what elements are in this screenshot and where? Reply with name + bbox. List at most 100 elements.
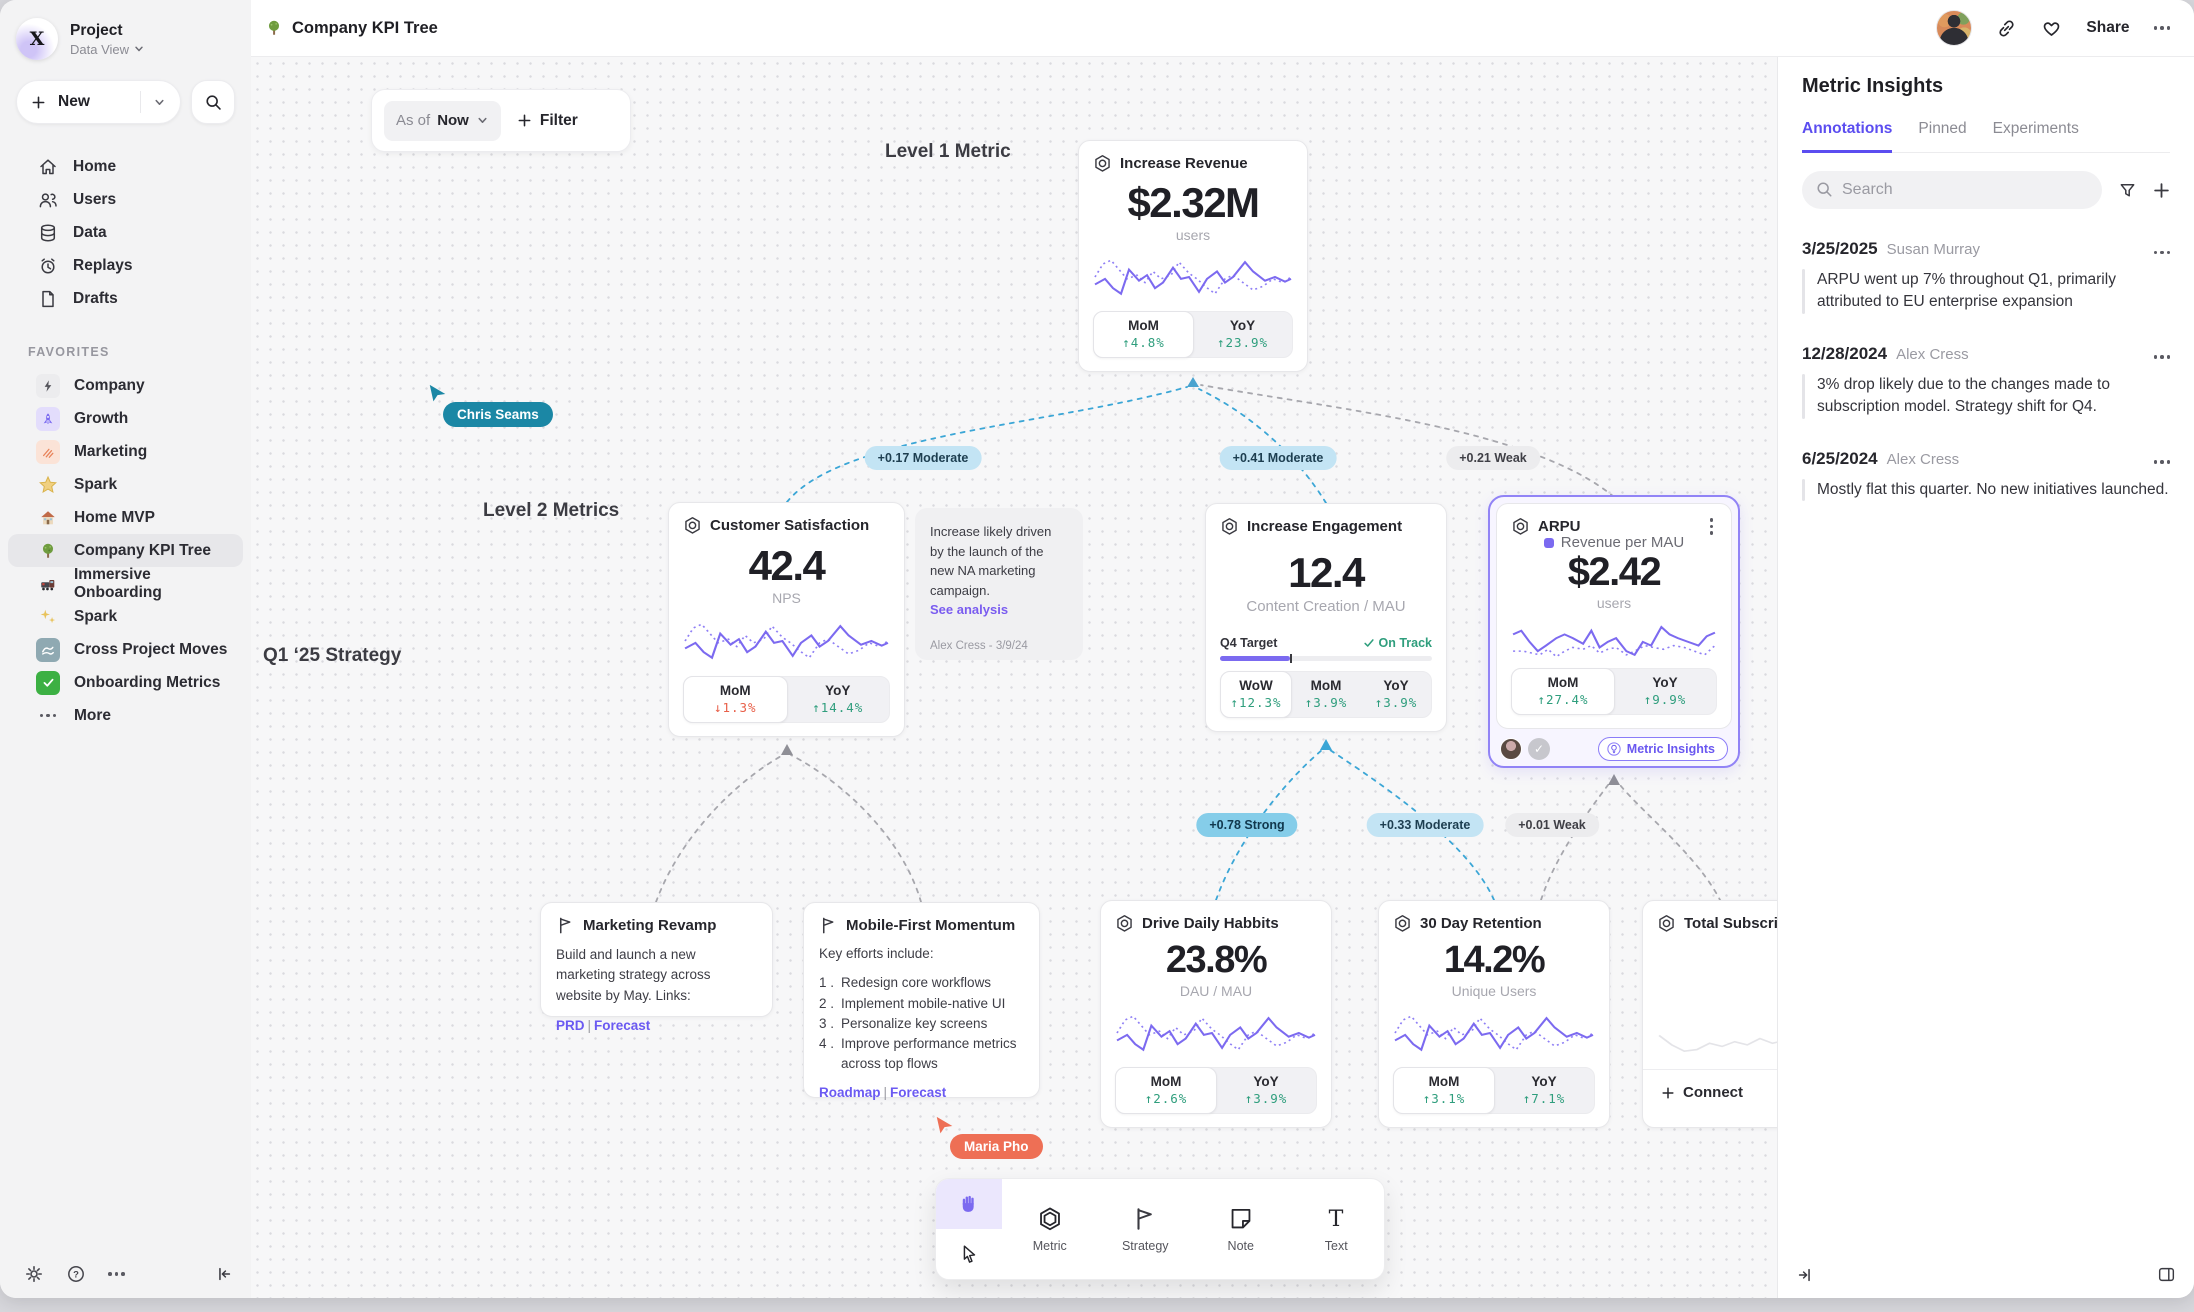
annotation-note[interactable]: Increase likely driven by the launch of … xyxy=(915,508,1083,660)
metric-unit: DAU / MAU xyxy=(1179,982,1253,999)
forecast-link[interactable]: Forecast xyxy=(594,1017,651,1033)
tab-experiments[interactable]: Experiments xyxy=(1992,120,2079,137)
annotation-item[interactable]: 12/28/2024 Alex Cress 3% drop likely due… xyxy=(1802,344,2170,419)
house-icon xyxy=(36,506,60,530)
metric-card-increase-revenue[interactable]: Increase Revenue $2.32M users MoM ↑4.8% Y… xyxy=(1078,140,1308,372)
text-tool-button[interactable]: T Text xyxy=(1324,1205,1348,1253)
series-legend: Revenue per MAU xyxy=(1511,534,1717,551)
project-logo-icon: X xyxy=(16,18,58,60)
metric-card-drive-daily-habbits[interactable]: Drive Daily Habbits 23.8% DAU / MAU MoM ↑… xyxy=(1100,900,1332,1128)
forecast-link[interactable]: Forecast xyxy=(890,1084,947,1100)
delta-segments: MoM ↑27.4% YoY ↑9.9% xyxy=(1511,667,1717,715)
collapse-sidebar-icon[interactable] xyxy=(215,1265,233,1283)
strategy-card-mobile-first-momentum[interactable]: Mobile-First Momentum Key efforts includ… xyxy=(803,902,1040,1100)
collapse-panel-icon[interactable] xyxy=(1796,1266,1814,1284)
metric-card-increase-engagement[interactable]: Increase Engagement 12.4 Content Creatio… xyxy=(1205,503,1447,732)
tree-icon xyxy=(268,20,280,35)
select-tool-button[interactable] xyxy=(936,1229,1002,1279)
search-input[interactable] xyxy=(1802,171,2102,209)
metric-value: 23.8% xyxy=(1165,939,1268,982)
sidebar-item-replays[interactable]: Replays xyxy=(0,249,251,282)
sidebar-more-icon[interactable] xyxy=(108,1268,125,1280)
favorite-item-growth[interactable]: Growth xyxy=(8,402,243,435)
prd-link[interactable]: PRD xyxy=(556,1017,585,1033)
metric-card-total-subscriptions[interactable]: Total Subscript Connect xyxy=(1642,900,1777,1128)
tab-pinned[interactable]: Pinned xyxy=(1918,120,1967,137)
annotation-menu-icon[interactable] xyxy=(2153,247,2170,259)
favorite-item-company[interactable]: Company xyxy=(8,369,243,402)
filter-funnel-icon[interactable] xyxy=(2118,181,2137,200)
search-icon xyxy=(1817,182,1832,197)
ghost-sparkline xyxy=(1657,1015,1777,1059)
add-annotation-icon[interactable] xyxy=(2153,182,2170,199)
kpi-tree-canvas[interactable]: As of Now Filter Level 1 Metric Level 2 … xyxy=(251,57,1777,1298)
favorite-item-company-kpi-tree[interactable]: Company KPI Tree xyxy=(8,534,243,567)
wave-icon xyxy=(36,637,60,662)
strategy-tool-button[interactable]: Strategy xyxy=(1098,1179,1194,1279)
ellipsis-icon xyxy=(36,704,60,728)
more-menu-icon[interactable] xyxy=(2153,22,2170,34)
favorite-item-spark-2[interactable]: Spark xyxy=(8,600,243,633)
metric-unit: users xyxy=(1175,227,1211,244)
connect-button[interactable]: Connect xyxy=(1643,1069,1777,1103)
favorites-more-button[interactable]: More xyxy=(8,699,243,732)
delta-segments: WoW ↑12.3% MoM ↑3.9% YoY ↑3.9% xyxy=(1220,671,1432,718)
metric-card-arpu-selection[interactable]: ARPU Revenue per MAU $2.42 users MoM ↑27.… xyxy=(1488,495,1740,768)
as-of-dropdown[interactable]: As of Now xyxy=(384,100,501,141)
roadmap-link[interactable]: Roadmap xyxy=(819,1084,881,1100)
metric-card-30-day-retention[interactable]: 30 Day Retention 14.2% Unique Users MoM ↑… xyxy=(1378,900,1610,1128)
annotations-search[interactable] xyxy=(1802,171,2102,209)
sidebar-item-drafts[interactable]: Drafts xyxy=(0,282,251,315)
share-button[interactable]: Share xyxy=(2086,19,2130,36)
favorite-item-marketing[interactable]: Marketing xyxy=(8,435,243,468)
sidebar-item-home[interactable]: Home xyxy=(0,150,251,183)
verified-check-icon: ✓ xyxy=(1528,738,1550,760)
see-analysis-link[interactable]: See analysis xyxy=(930,602,1009,617)
canvas-filter-bar: As of Now Filter xyxy=(371,89,631,152)
metric-card-arpu[interactable]: ARPU Revenue per MAU $2.42 users MoM ↑27.… xyxy=(1496,503,1732,729)
hand-tool-button[interactable] xyxy=(936,1179,1002,1229)
tree-icon xyxy=(36,539,60,563)
check-icon xyxy=(36,670,60,695)
annotation-menu-icon[interactable] xyxy=(2153,456,2170,468)
home-icon xyxy=(40,158,56,174)
search-button[interactable] xyxy=(191,80,235,124)
sidebar-item-users[interactable]: Users xyxy=(0,183,251,216)
annotation-menu-icon[interactable] xyxy=(2153,351,2170,363)
plus-icon xyxy=(1662,1086,1674,1099)
metric-hexagon-icon xyxy=(1093,154,1112,173)
metric-hexagon-icon xyxy=(1115,914,1134,933)
skeleton-placeholder xyxy=(1657,959,1777,966)
project-switcher[interactable]: X Project Data View xyxy=(0,0,251,74)
svg-text:?: ? xyxy=(73,1269,79,1280)
project-view-selector[interactable]: Data View xyxy=(70,42,145,57)
favorite-item-spark[interactable]: Spark xyxy=(8,468,243,501)
metric-unit: NPS xyxy=(772,590,801,607)
favorite-item-immersive-onboarding[interactable]: Immersive Onboarding xyxy=(8,566,243,601)
tab-annotations[interactable]: Annotations xyxy=(1802,120,1893,153)
help-icon[interactable]: ? xyxy=(66,1264,86,1284)
sidebar-item-data[interactable]: Data xyxy=(0,216,251,249)
panel-layout-icon[interactable] xyxy=(2157,1265,2176,1284)
favorite-item-cross-project-moves[interactable]: Cross Project Moves xyxy=(8,633,243,666)
settings-gear-icon[interactable] xyxy=(24,1264,44,1284)
annotation-item[interactable]: 3/25/2025 Susan Murray ARPU went up 7% t… xyxy=(1802,239,2170,314)
collaborator-cursor-chris: Chris Seams xyxy=(427,383,553,427)
metric-card-customer-satisfaction[interactable]: Customer Satisfaction 42.4 NPS MoM ↓1.3% … xyxy=(668,502,905,737)
metric-tool-button[interactable]: Metric xyxy=(1002,1179,1098,1279)
edge-label: +0.33 Moderate xyxy=(1366,813,1484,837)
favorite-item-onboarding-metrics[interactable]: Onboarding Metrics xyxy=(8,666,243,699)
annotation-item[interactable]: 6/25/2024 Alex Cress Mostly flat this qu… xyxy=(1802,449,2170,502)
strategy-card-marketing-revamp[interactable]: Marketing Revamp Build and launch a new … xyxy=(540,902,773,1033)
favorite-heart-icon[interactable] xyxy=(2041,18,2062,39)
add-filter-button[interactable]: Filter xyxy=(511,112,584,130)
favorite-item-home-mvp[interactable]: Home MVP xyxy=(8,501,243,534)
card-kebab-menu-icon[interactable] xyxy=(1706,518,1718,535)
chevron-down-icon[interactable] xyxy=(153,96,166,109)
metric-value: 42.4 xyxy=(748,541,826,589)
user-avatar[interactable] xyxy=(1936,10,1973,46)
note-tool-button[interactable]: Text Note xyxy=(1193,1179,1289,1279)
copy-link-icon[interactable] xyxy=(1996,18,2017,39)
new-button[interactable]: New xyxy=(16,80,181,124)
metric-insights-badge[interactable]: Metric Insights xyxy=(1597,737,1728,761)
